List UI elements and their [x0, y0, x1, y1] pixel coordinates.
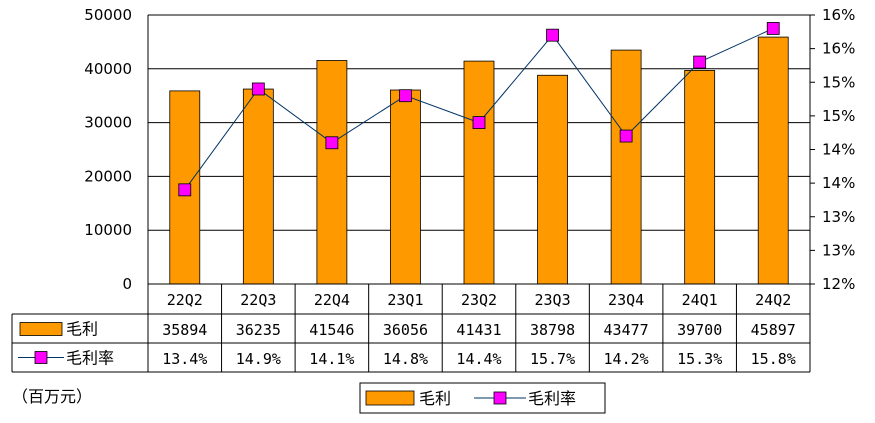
- axes: [147, 15, 811, 372]
- legend-swatch-marker: [493, 391, 507, 405]
- gross-profit-value: 41431: [456, 321, 501, 339]
- category-label: 22Q2: [167, 291, 203, 309]
- y-left-tick-label: 50000: [84, 6, 132, 24]
- y-right-tick-label: 12%: [822, 275, 855, 293]
- rate-marker-23Q4: [619, 129, 633, 143]
- y-left-tick-label: 40000: [84, 60, 132, 78]
- bar-24Q1: [684, 70, 716, 285]
- gross-profit-value: 45897: [751, 321, 796, 339]
- gross-profit-value: 36056: [383, 321, 428, 339]
- gross-profit-value: 36235: [236, 321, 281, 339]
- y-right-tick-label: 15%: [822, 107, 855, 125]
- category-label: 24Q2: [755, 291, 791, 309]
- rate-marker-22Q4: [325, 136, 339, 150]
- gross-profit-value: 39700: [677, 321, 722, 339]
- category-label: 23Q1: [387, 291, 423, 309]
- y-right-tick-label: 14%: [822, 174, 855, 192]
- category-label: 22Q3: [240, 291, 276, 309]
- gross-profit-value: 38798: [530, 321, 575, 339]
- legend-label-gross-profit: 毛利: [419, 389, 451, 408]
- gross-margin-value: 14.4%: [456, 350, 501, 368]
- y-axis-left: 0 10000 20000 30000 40000 50000: [84, 6, 132, 293]
- gross-margin-value: 14.2%: [604, 350, 649, 368]
- gross-margin-value: 14.9%: [236, 350, 281, 368]
- gross-profit-value: 41546: [309, 321, 354, 339]
- rate-marker-22Q2: [178, 183, 192, 197]
- bar-23Q4: [610, 49, 642, 285]
- unit-note: （百万元）: [12, 387, 92, 406]
- bar-24Q2: [757, 36, 789, 285]
- data-table: 22Q2 35894 13.4% 22Q3 36235 14.9% 22Q4 41546 14.…: [11, 283, 810, 373]
- rate-marker-24Q1: [693, 55, 707, 69]
- gross-margin-value: 15.7%: [530, 350, 575, 368]
- legend-label-gross-margin: 毛利率: [528, 389, 576, 408]
- line-series: [178, 22, 780, 197]
- gross-profit-value: 43477: [604, 321, 649, 339]
- rate-marker-22Q3: [251, 82, 265, 96]
- bar-22Q4: [316, 60, 348, 285]
- bar-23Q1: [390, 89, 421, 285]
- gross-margin-value: 13.4%: [162, 350, 207, 368]
- legend: 毛利 毛利率: [359, 382, 606, 414]
- bar-23Q2: [463, 60, 495, 285]
- table-row-swatch-bar: [19, 322, 63, 336]
- table-row-swatch-marker: [34, 351, 48, 364]
- gross-margin-value: 14.8%: [383, 350, 428, 368]
- gross-margin-value: 14.1%: [309, 350, 354, 368]
- bar-23Q3: [537, 74, 568, 285]
- y-right-tick-label: 13%: [822, 208, 855, 226]
- gross-margin-value: 15.8%: [751, 350, 796, 368]
- category-label: 23Q3: [534, 291, 570, 309]
- gross-margin-value: 15.3%: [677, 350, 722, 368]
- rate-marker-23Q1: [399, 89, 412, 103]
- category-label: 24Q1: [682, 291, 718, 309]
- legend-swatch-bar: [365, 390, 415, 406]
- table-row-label-gross-profit: 毛利: [66, 320, 98, 339]
- rate-marker-24Q2: [766, 22, 780, 35]
- y-left-tick-label: 30000: [84, 114, 132, 132]
- y-left-tick-label: 0: [122, 275, 132, 293]
- y-right-tick-label: 15%: [822, 73, 855, 91]
- category-label: 22Q4: [314, 291, 350, 309]
- table-row-label-gross-margin: 毛利率: [66, 349, 114, 368]
- y-right-tick-label: 14%: [822, 141, 855, 159]
- rate-marker-23Q3: [546, 28, 559, 42]
- y-right-tick-label: 13%: [822, 241, 855, 259]
- bar-22Q3: [242, 88, 274, 285]
- y-axis-right: 12% 13% 13% 14% 14% 15% 15% 16% 16%: [810, 6, 855, 293]
- category-label: 23Q4: [608, 291, 644, 309]
- y-left-tick-label: 10000: [84, 221, 132, 239]
- rate-marker-23Q2: [472, 116, 486, 129]
- gross-profit-value: 35894: [162, 321, 207, 339]
- y-left-tick-label: 20000: [84, 167, 132, 185]
- y-right-tick-label: 16%: [822, 40, 855, 58]
- bar-series: [169, 36, 789, 285]
- y-right-tick-label: 16%: [822, 6, 855, 24]
- category-label: 23Q2: [461, 291, 497, 309]
